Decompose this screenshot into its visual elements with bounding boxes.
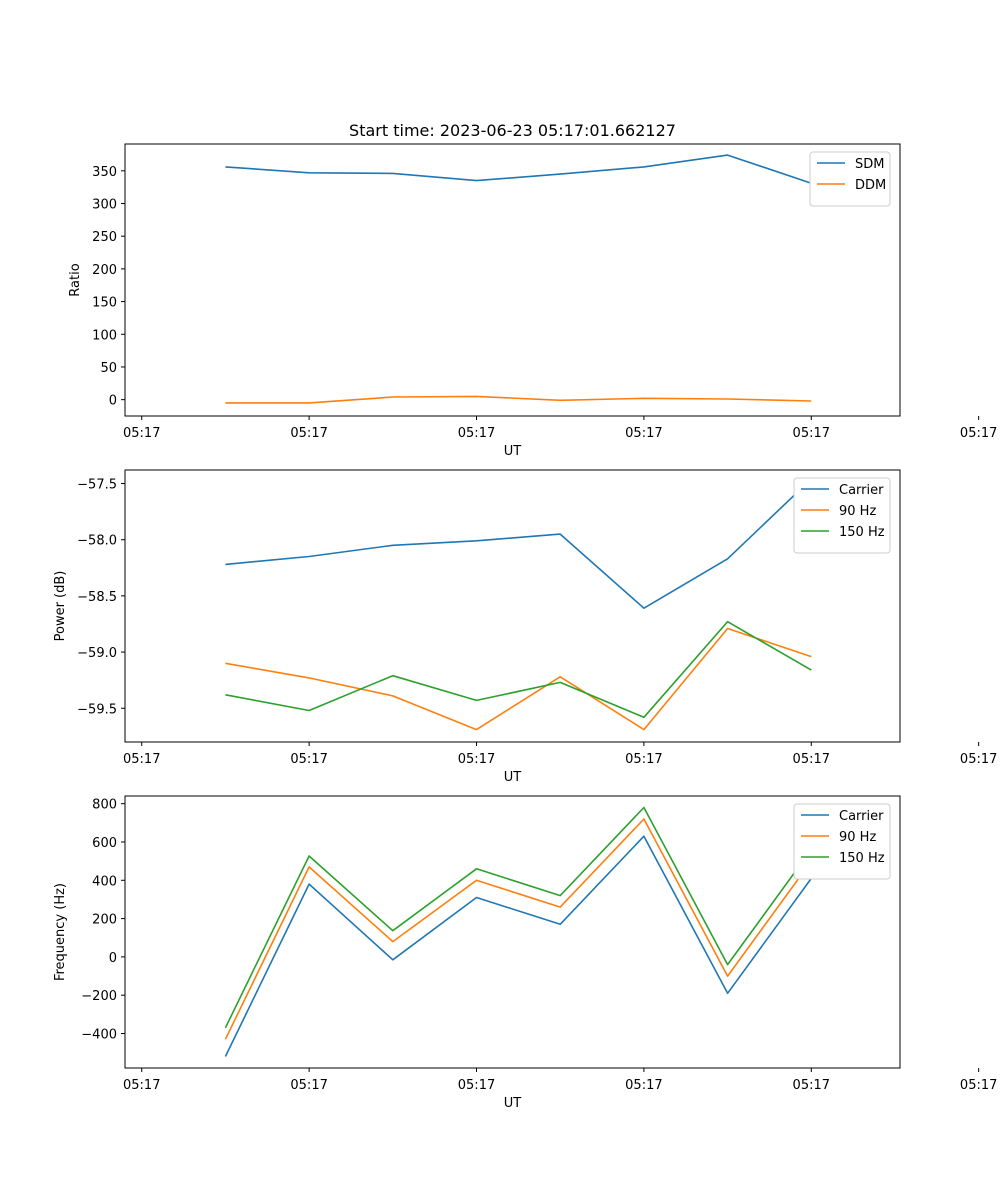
legend-label: Carrier <box>839 809 884 824</box>
x-tick-label: 05:17 <box>960 426 997 441</box>
legend-label: Carrier <box>839 483 884 498</box>
y-tick-label: 100 <box>92 328 117 343</box>
y-tick-label: −57.5 <box>77 477 117 492</box>
x-tick-label: 05:17 <box>625 1078 662 1093</box>
y-tick-label: −58.5 <box>77 590 117 605</box>
y-axis-label: Frequency (Hz) <box>53 883 68 981</box>
plot-frame <box>124 143 901 417</box>
y-axis-label: Power (dB) <box>53 571 68 642</box>
y-tick-label: 150 <box>92 296 117 311</box>
y-tick-label: 200 <box>92 913 117 928</box>
x-tick-label: 05:17 <box>290 752 327 767</box>
y-tick-label: −59.0 <box>77 646 117 661</box>
series-line-150-hz <box>224 806 812 1029</box>
legend-label: 150 Hz <box>839 851 885 866</box>
legend-label: DDM <box>855 178 886 193</box>
chart-panel-1: 05:1705:1705:1705:1705:1705:1705:1805010… <box>68 143 997 459</box>
panels: 05:1705:1705:1705:1705:1705:1705:1805010… <box>53 143 997 1111</box>
legend-box <box>809 151 891 207</box>
chart-title: Start time: 2023-06-23 05:17:01.662127 <box>349 121 676 140</box>
x-tick-label: 05:17 <box>625 426 662 441</box>
x-tick-label: 05:17 <box>793 1078 830 1093</box>
legend-label: 150 Hz <box>839 525 885 540</box>
legend-label: SDM <box>855 157 884 172</box>
y-tick-label: 600 <box>92 836 117 851</box>
legend: SDM DDM <box>809 151 891 207</box>
y-tick-label: 50 <box>100 361 117 376</box>
legend-label: 90 Hz <box>839 830 876 845</box>
plot-frame <box>124 795 901 1069</box>
legend-box <box>793 803 891 880</box>
x-tick-label: 05:17 <box>290 426 327 441</box>
x-tick-label: 05:17 <box>458 752 495 767</box>
x-tick-label: 05:17 <box>458 426 495 441</box>
series-line-carrier <box>225 478 812 609</box>
x-tick-label: 05:17 <box>793 426 830 441</box>
chart-panel-3: 05:1705:1705:1705:1705:1705:1705:18−400−… <box>53 795 997 1111</box>
series-line-90-hz <box>224 818 812 1040</box>
plot-frame <box>124 469 901 743</box>
y-tick-label: 0 <box>109 951 117 966</box>
series-line-sdm <box>225 154 812 184</box>
legend: Carrier 90 Hz 150 Hz <box>793 803 891 880</box>
series-line-90-hz <box>225 627 812 731</box>
y-tick-label: 800 <box>92 798 117 813</box>
y-tick-label: −200 <box>81 989 117 1004</box>
series-line-ddm <box>225 395 812 404</box>
y-tick-label: 350 <box>92 165 117 180</box>
y-tick-label: 300 <box>92 198 117 213</box>
x-axis-label: UT <box>504 1096 522 1111</box>
x-tick-label: 05:17 <box>290 1078 327 1093</box>
x-tick-label: 05:17 <box>960 1078 997 1093</box>
x-tick-label: 05:17 <box>123 752 160 767</box>
legend: Carrier 90 Hz 150 Hz <box>793 477 891 554</box>
legend-box <box>793 477 891 554</box>
x-tick-label: 05:17 <box>793 752 830 767</box>
y-tick-label: −400 <box>81 1028 117 1043</box>
chart-panel-2: 05:1705:1705:1705:1705:1705:1705:18−59.5… <box>53 469 997 785</box>
x-axis-label: UT <box>504 444 522 459</box>
series-line-150-hz <box>225 620 812 719</box>
x-tick-label: 05:17 <box>625 752 662 767</box>
y-tick-label: 400 <box>92 874 117 889</box>
series-line-carrier <box>224 835 812 1057</box>
x-tick-label: 05:17 <box>123 1078 160 1093</box>
y-tick-label: 200 <box>92 263 117 278</box>
x-tick-label: 05:17 <box>458 1078 495 1093</box>
legend-label: 90 Hz <box>839 504 876 519</box>
y-tick-label: 250 <box>92 230 117 245</box>
x-tick-label: 05:17 <box>123 426 160 441</box>
x-axis-label: UT <box>504 770 522 785</box>
y-tick-label: 0 <box>109 394 117 409</box>
y-tick-label: −58.0 <box>77 534 117 549</box>
y-tick-label: −59.5 <box>77 702 117 717</box>
y-axis-label: Ratio <box>68 263 83 296</box>
x-tick-label: 05:17 <box>960 752 997 767</box>
